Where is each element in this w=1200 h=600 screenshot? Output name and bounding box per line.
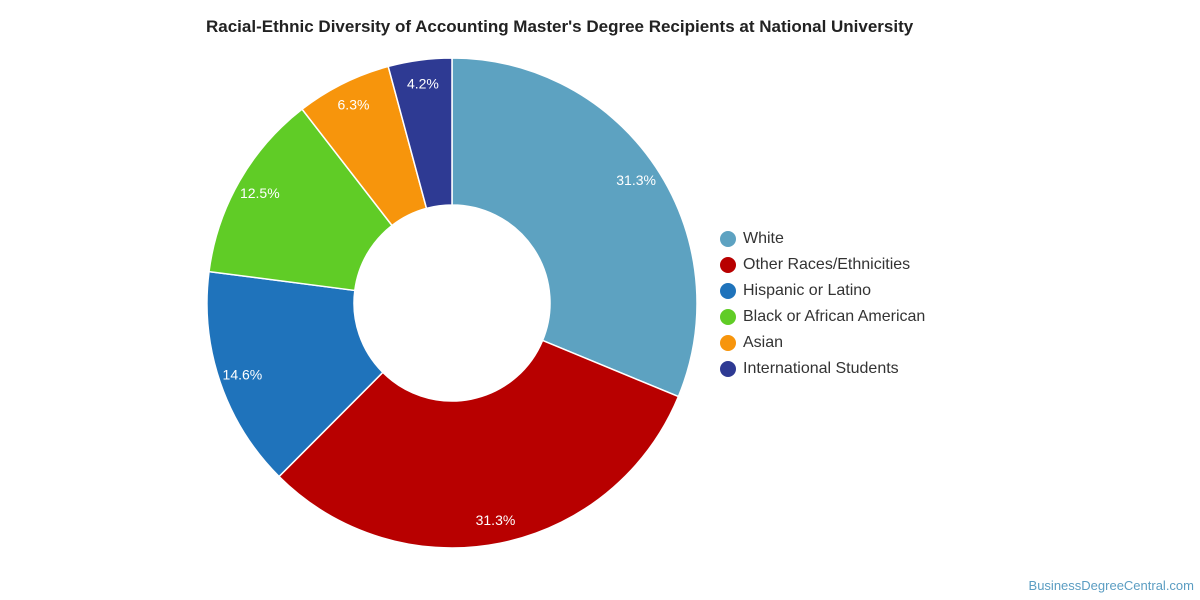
legend-item-white: White: [720, 226, 925, 252]
slice-hispanic-or-latino: [206, 270, 384, 478]
slices-group: [206, 57, 698, 549]
legend-item-international-students: International Students: [720, 356, 925, 382]
legend-label: Asian: [743, 334, 784, 351]
legend-swatch: [720, 335, 736, 351]
slice-label-black-or-african-american: 12.5%: [240, 185, 280, 201]
legend: White Other Races/Ethnicities Hispanic or …: [720, 226, 925, 382]
slice-label-asian: 6.3%: [338, 97, 370, 113]
slice-label-white: 31.3%: [616, 172, 656, 188]
slice-white: [451, 57, 698, 398]
chart-title: Racial-Ethnic Diversity of Accounting Ma…: [206, 17, 914, 36]
legend-label: Other Races/Ethnicities: [743, 256, 911, 273]
slice-international-students: [387, 57, 453, 210]
slice-labels-group: 31.3% 31.3% 14.6% 12.5% 6.3% 4.2%: [223, 75, 656, 528]
slice-other-races-ethnicities: [277, 339, 680, 549]
slice-label-hispanic-or-latino: 14.6%: [223, 367, 263, 383]
slice-label-other-races-ethnicities: 31.3%: [476, 512, 516, 528]
legend-item-black-or-african-american: Black or African American: [720, 304, 925, 330]
legend-label: Black or African American: [743, 308, 926, 325]
legend-swatch: [720, 309, 736, 325]
slice-label-international-students: 4.2%: [407, 75, 439, 91]
legend-swatch: [720, 361, 736, 377]
legend-item-other-races-ethnicities: Other Races/Ethnicities: [720, 252, 925, 278]
legend-swatch: [720, 283, 736, 299]
legend-label: Hispanic or Latino: [743, 282, 872, 299]
legend-item-hispanic-or-latino: Hispanic or Latino: [720, 278, 925, 304]
legend-swatch: [720, 257, 736, 273]
legend-label: White: [743, 230, 784, 247]
legend-label: International Students: [743, 360, 899, 377]
legend-swatch: [720, 231, 736, 247]
watermark: BusinessDegreeCentral.com: [1028, 578, 1194, 593]
slice-black-or-african-american: [208, 108, 394, 292]
legend-item-asian: Asian: [720, 330, 925, 356]
